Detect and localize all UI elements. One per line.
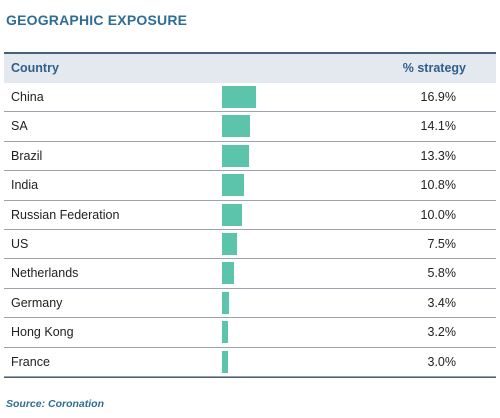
strategy-percent: 13.3% [420,148,456,163]
country-label: India [11,178,39,193]
chart-title: GEOGRAPHIC EXPOSURE [6,12,188,28]
table-row: US 7.5% [4,230,496,260]
country-label: France [11,354,50,369]
country-label: Brazil [11,148,43,163]
country-label: Russian Federation [11,207,120,222]
table-bottom-rule [4,375,496,378]
country-label: China [11,90,44,104]
source-note: Source: Coronation [6,398,105,410]
table-row: China 16.9% [4,83,496,113]
country-label: Hong Kong [11,325,74,340]
exposure-table: Country % strategy China 16.9% SA 14.1% Braz… [4,52,496,378]
table-header: Country % strategy [4,52,496,83]
exposure-bar [222,86,256,108]
table-row: Russian Federation 10.0% [4,201,496,230]
column-header-country: Country [11,61,59,75]
exposure-bar [222,321,229,344]
table-row: France 3.0% [4,348,496,377]
strategy-percent: 3.4% [427,295,457,310]
exposure-bar [222,262,234,285]
exposure-bar [222,115,251,138]
exposure-bar [222,350,228,373]
exposure-bar [222,144,249,167]
exposure-bar [222,232,238,255]
table-row: SA 14.1% [4,112,496,142]
exposure-bar [222,291,229,314]
country-label: Germany [11,295,63,310]
strategy-percent: 14.1% [420,119,456,134]
country-label: US [11,236,29,251]
strategy-percent: 16.9% [420,90,456,104]
strategy-percent: 3.2% [427,325,457,340]
table-row: Hong Kong 3.2% [4,318,496,348]
exposure-bar [222,203,243,226]
table-row: Netherlands 5.8% [4,259,496,289]
country-label: Netherlands [11,266,79,281]
column-header-strategy: % strategy [402,61,466,75]
table-row: Brazil 13.3% [4,142,496,172]
strategy-percent: 5.8% [427,266,457,281]
strategy-percent: 10.0% [420,207,456,222]
strategy-percent: 7.5% [427,236,457,251]
table-row: Germany 3.4% [4,289,496,319]
exposure-bar [222,174,244,197]
strategy-percent: 10.8% [420,178,456,193]
country-label: SA [11,119,28,134]
table-row: India 10.8% [4,171,496,201]
table-body: China 16.9% SA 14.1% Brazil 13.3% India 10.8% Ru… [4,83,496,377]
strategy-percent: 3.0% [427,354,457,369]
